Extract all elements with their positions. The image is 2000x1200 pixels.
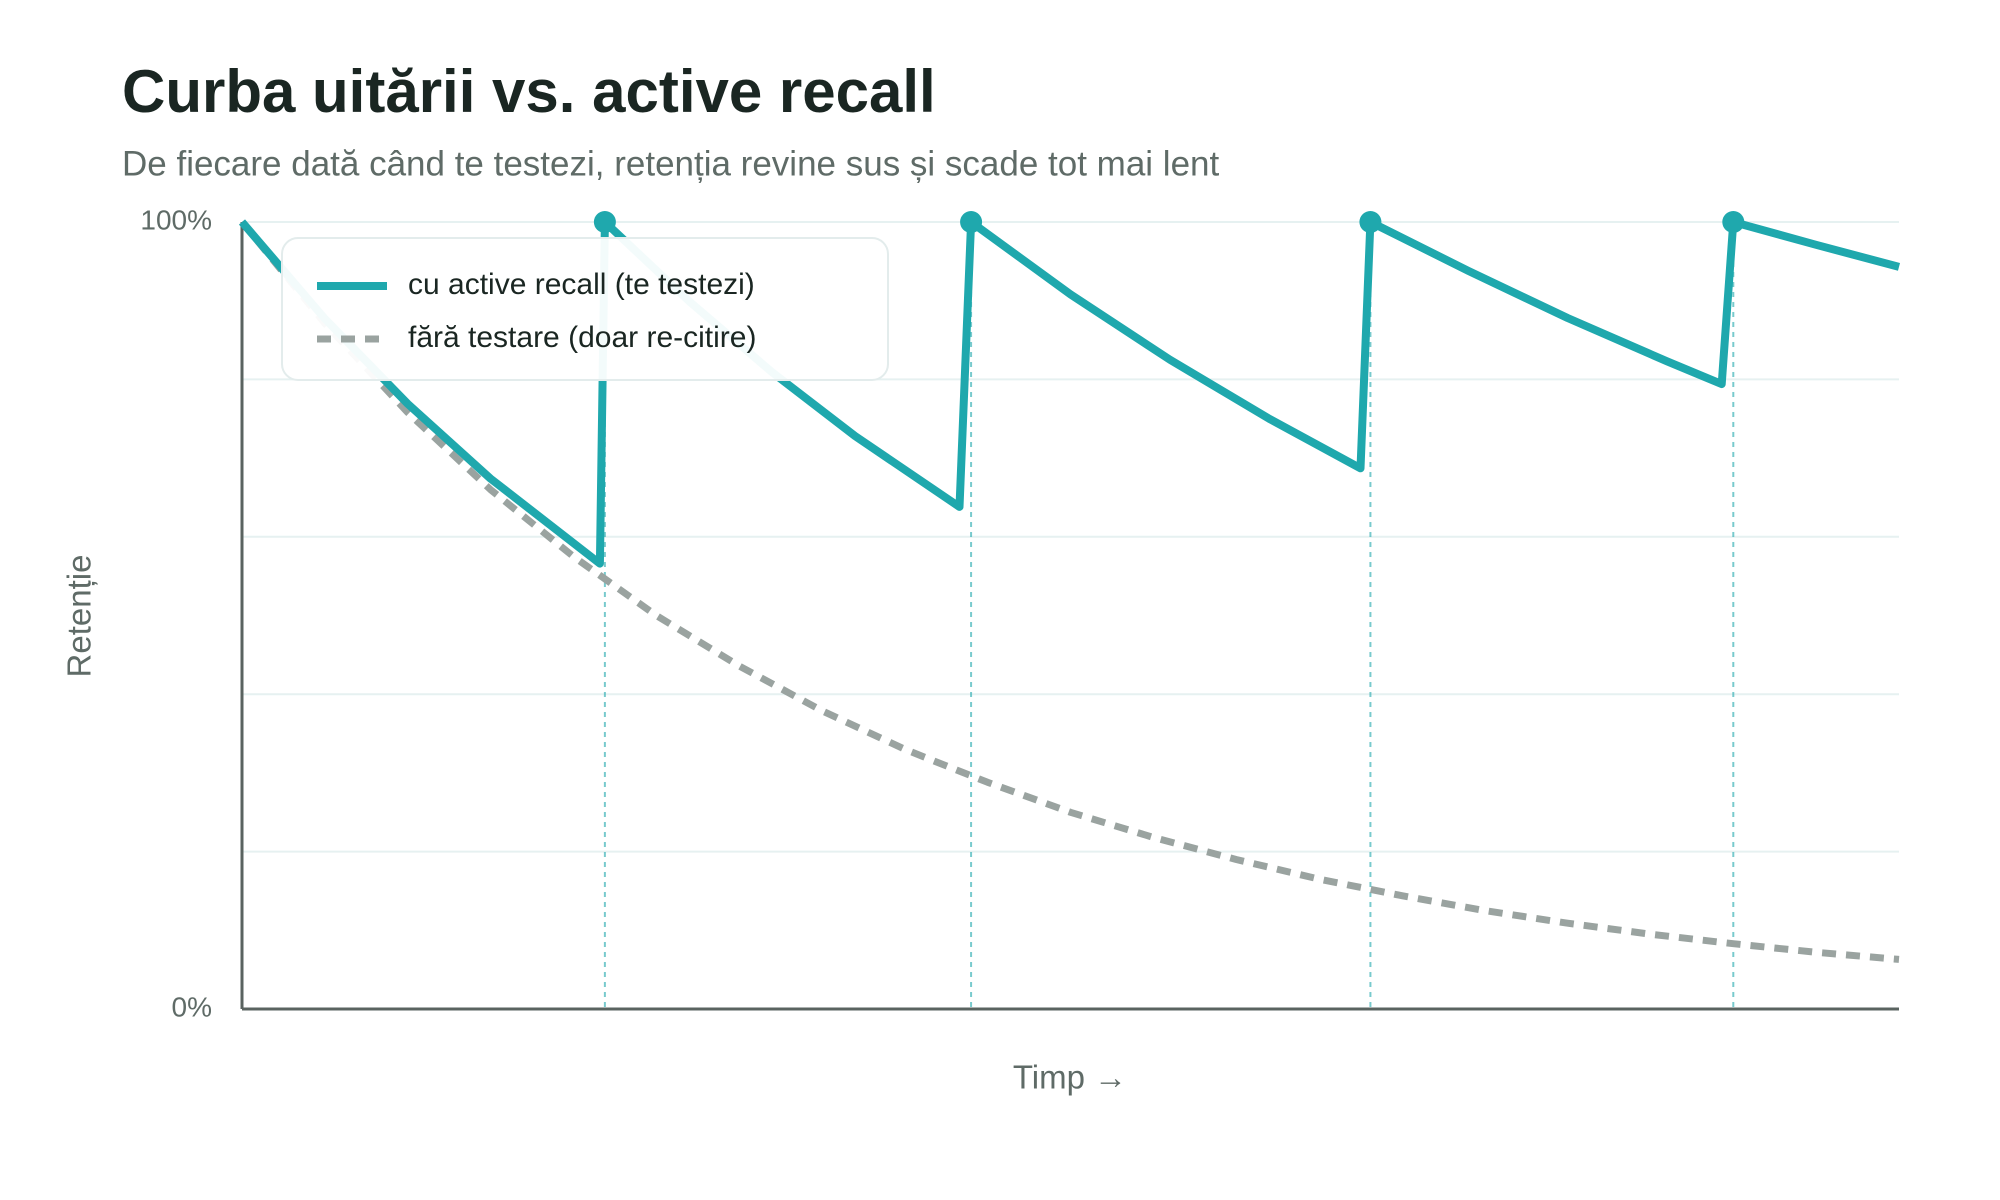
series-line <box>238 218 1901 568</box>
x-axis-label: Timp → <box>1013 1059 1127 1096</box>
test-point <box>593 211 616 233</box>
chart-title: Curba uitării vs. active recall <box>122 58 936 125</box>
test-point <box>960 211 983 233</box>
legend-label: fără testare (doar re-citire) <box>408 321 756 354</box>
legend-label: cu active recall (te testezi) <box>408 268 755 301</box>
test-point <box>1359 211 1382 233</box>
test-point <box>1722 211 1745 233</box>
y-tick-label: 0% <box>172 991 212 1022</box>
legend-box <box>281 237 889 381</box>
chart-subtitle: De fiecare dată când te testezi, retenți… <box>122 144 1220 183</box>
y-tick-label: 100% <box>140 204 212 235</box>
y-axis-label: Retenție <box>61 555 98 678</box>
series-line <box>239 219 1900 963</box>
